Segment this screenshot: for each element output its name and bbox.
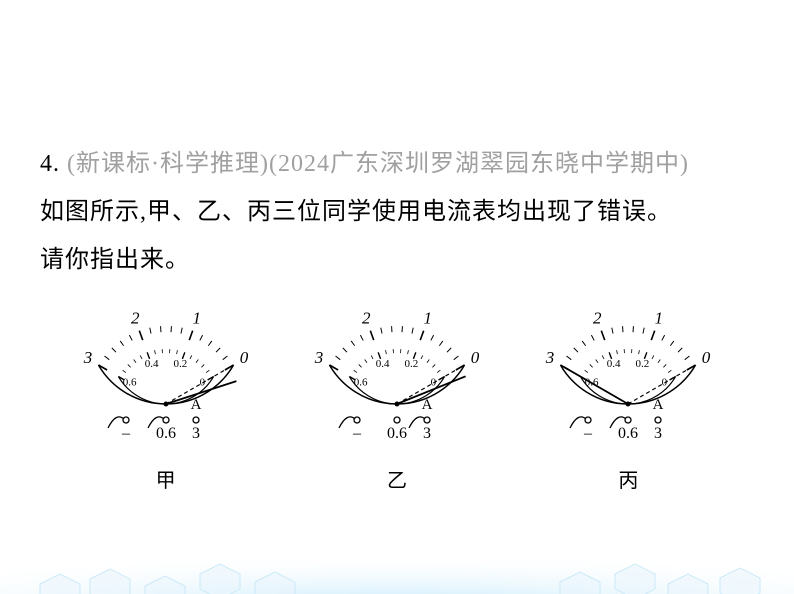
svg-text:0.2: 0.2	[173, 358, 187, 370]
question-line-1: 4. (新课标·科学推理)(2024广东深圳罗湖翠园东晓中学期中)	[40, 140, 754, 188]
question-body-1: 如图所示,甲、乙、丙三位同学使用电流表均出现了错误。	[40, 188, 754, 236]
footer-decoration	[0, 524, 794, 594]
svg-text:0.6: 0.6	[122, 377, 136, 389]
svg-text:1: 1	[655, 309, 664, 327]
svg-text:–: –	[583, 425, 593, 442]
figure-yi: 012300.20.40.6A–0.63 乙	[287, 309, 507, 493]
caption-bing: 丙	[618, 464, 638, 493]
caption-yi: 乙	[387, 464, 407, 493]
svg-text:–: –	[121, 425, 131, 442]
svg-text:3: 3	[314, 348, 324, 367]
svg-text:0.2: 0.2	[404, 358, 418, 370]
svg-text:2: 2	[131, 309, 140, 327]
svg-text:A: A	[422, 397, 433, 413]
svg-text:3: 3	[423, 425, 431, 442]
svg-text:0.6: 0.6	[156, 425, 176, 442]
svg-text:–: –	[352, 425, 362, 442]
svg-text:3: 3	[545, 348, 555, 367]
figures-row: 012300.20.40.6A–0.63 甲 012300.20.40.6A–0…	[40, 309, 754, 493]
caption-jia: 甲	[156, 464, 176, 493]
question-tag: (新课标·科学推理)(2024广东深圳罗湖翠园东晓中学期中)	[67, 151, 689, 177]
svg-text:0: 0	[239, 348, 248, 367]
question-block: 4. (新课标·科学推理)(2024广东深圳罗湖翠园东晓中学期中) 如图所示,甲…	[0, 0, 794, 493]
svg-text:0.2: 0.2	[636, 358, 650, 370]
svg-text:0.6: 0.6	[354, 377, 368, 389]
svg-text:A: A	[190, 397, 201, 413]
svg-text:2: 2	[362, 309, 371, 327]
svg-text:3: 3	[82, 348, 92, 367]
ammeter-bing: 012300.20.40.6A–0.63	[518, 309, 738, 459]
svg-text:1: 1	[424, 309, 433, 327]
ammeter-jia: 012300.20.40.6A–0.63	[56, 309, 276, 459]
svg-text:2: 2	[593, 309, 602, 327]
svg-text:0.6: 0.6	[618, 425, 638, 442]
svg-text:A: A	[653, 397, 664, 413]
svg-text:0.4: 0.4	[376, 358, 390, 370]
svg-text:1: 1	[192, 309, 201, 327]
question-body-2: 请你指出来。	[40, 236, 754, 284]
svg-text:0.4: 0.4	[144, 358, 158, 370]
svg-text:0: 0	[471, 348, 480, 367]
svg-text:3: 3	[654, 425, 662, 442]
svg-text:0: 0	[702, 348, 711, 367]
svg-text:0.6: 0.6	[387, 425, 407, 442]
svg-text:3: 3	[192, 425, 200, 442]
figure-bing: 012300.20.40.6A–0.63 丙	[518, 309, 738, 493]
question-number: 4.	[40, 151, 60, 177]
ammeter-yi: 012300.20.40.6A–0.63	[287, 309, 507, 459]
svg-text:0.4: 0.4	[607, 358, 621, 370]
figure-jia: 012300.20.40.6A–0.63 甲	[56, 309, 276, 493]
